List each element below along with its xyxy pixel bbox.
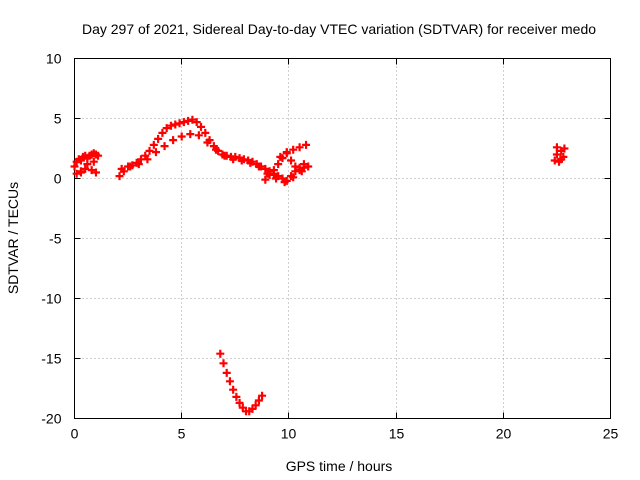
y-tick-label: -15 — [41, 351, 61, 367]
data-point — [552, 143, 561, 152]
x-tick-label: 0 — [71, 426, 79, 442]
data-point — [143, 155, 152, 164]
data-point — [149, 140, 158, 149]
data-point — [289, 145, 298, 154]
data-point — [237, 156, 246, 165]
data-points — [70, 115, 569, 416]
data-point — [83, 160, 92, 169]
data-point — [258, 391, 267, 400]
data-point — [145, 146, 154, 155]
data-point — [232, 392, 241, 401]
data-point — [251, 401, 260, 410]
data-point — [186, 130, 195, 139]
y-tick-label: -10 — [41, 291, 61, 307]
y-tick-label: -5 — [49, 231, 62, 247]
data-point — [274, 160, 283, 169]
data-point — [265, 170, 274, 179]
data-point — [171, 120, 180, 129]
data-point — [179, 118, 188, 127]
data-point — [225, 377, 234, 386]
data-point — [280, 178, 289, 187]
plot-frame — [74, 58, 611, 419]
data-point — [560, 144, 569, 153]
data-point — [160, 142, 169, 151]
data-point — [196, 122, 205, 131]
data-point — [94, 151, 103, 160]
data-point — [188, 115, 197, 124]
data-point — [291, 162, 300, 171]
data-point — [81, 164, 90, 173]
data-point — [222, 368, 231, 377]
data-point — [158, 128, 167, 137]
data-point — [117, 164, 126, 173]
y-tick-label: -20 — [41, 411, 61, 427]
data-point — [261, 164, 270, 173]
y-axis-label: SDTVAR / TECUs — [5, 182, 21, 294]
data-point — [302, 140, 311, 149]
data-point — [289, 173, 298, 182]
y-tick-label: 10 — [46, 51, 62, 67]
data-point — [76, 167, 85, 176]
data-point — [254, 162, 263, 171]
data-point — [87, 166, 96, 175]
x-tick-label: 20 — [496, 426, 512, 442]
data-point — [154, 134, 163, 143]
data-point — [295, 166, 304, 175]
data-point — [89, 157, 98, 166]
data-point — [184, 116, 193, 125]
data-point — [91, 168, 100, 177]
data-point — [229, 155, 238, 164]
data-point — [254, 396, 263, 405]
data-point — [299, 163, 308, 172]
x-axis-label: GPS time / hours — [286, 458, 393, 474]
data-point — [235, 398, 244, 407]
data-point — [134, 160, 143, 169]
data-point — [203, 138, 212, 147]
data-point — [278, 154, 287, 163]
data-point — [229, 385, 238, 394]
data-point — [557, 155, 566, 164]
data-point — [201, 128, 210, 137]
data-point — [552, 150, 561, 159]
data-point — [177, 132, 186, 141]
data-point — [269, 166, 278, 175]
data-point — [216, 349, 225, 358]
data-point — [304, 162, 313, 171]
data-point — [272, 174, 281, 183]
x-tick-label: 15 — [389, 426, 405, 442]
y-tick-label: 0 — [54, 171, 62, 187]
data-point — [212, 145, 221, 154]
data-point — [115, 172, 124, 181]
data-point — [169, 136, 178, 145]
data-point — [220, 151, 229, 160]
data-point — [550, 156, 559, 165]
data-point — [126, 162, 135, 171]
chart-title: Day 297 of 2021, Sidereal Day-to-day VTE… — [82, 21, 596, 37]
data-point — [287, 156, 296, 165]
x-tick-label: 5 — [178, 426, 186, 442]
data-point — [166, 121, 175, 130]
data-point — [162, 124, 171, 133]
data-point — [219, 359, 228, 368]
y-tick-label: 5 — [54, 111, 62, 127]
data-point — [194, 131, 203, 140]
data-point — [175, 119, 184, 128]
data-point — [151, 148, 160, 157]
data-point — [261, 175, 270, 184]
data-point — [282, 148, 291, 157]
axis-ticks: 0 5 10 15 20 25 -20 -15 -10 -5 0 5 10 — [41, 51, 618, 442]
grid-lines — [74, 58, 611, 419]
data-point — [72, 169, 81, 178]
data-point — [70, 162, 79, 171]
x-tick-label: 10 — [281, 426, 297, 442]
data-point — [246, 158, 255, 167]
x-tick-label: 25 — [603, 426, 619, 442]
data-point — [295, 143, 304, 152]
data-point — [192, 118, 201, 127]
